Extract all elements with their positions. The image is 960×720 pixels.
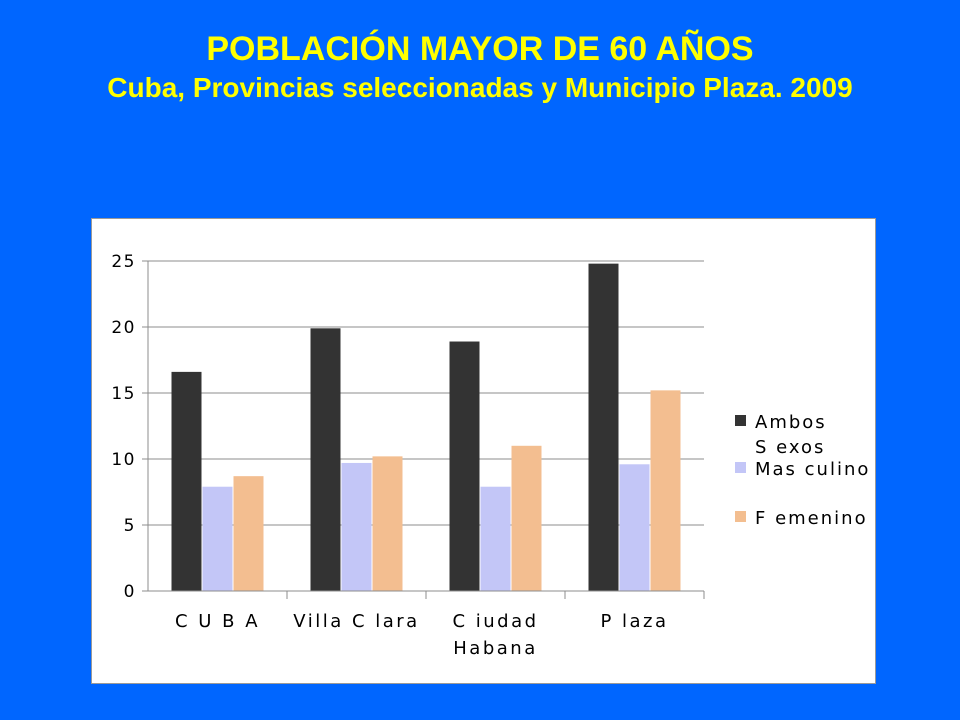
x-category-label: Habana — [453, 638, 537, 659]
y-tick-label: 25 — [111, 252, 136, 272]
legend-label: Mas culino — [755, 459, 870, 480]
bar-masculino — [480, 486, 511, 591]
slide-title: POBLACIÓN MAYOR DE 60 AÑOS — [206, 30, 754, 68]
bar-chart: 0 5 10 15 20 25 C U B A Villa C lara C iudad Haba… — [111, 252, 870, 659]
slide-title-block: POBLACIÓN MAYOR DE 60 AÑOS Cuba, Provinc… — [0, 28, 960, 106]
slide-subtitle: Cuba, Provincias seleccionadas y Municip… — [107, 72, 853, 103]
bar-masculino — [341, 462, 372, 591]
bar-femenino — [372, 456, 403, 591]
y-tick-label: 5 — [124, 516, 136, 536]
x-category-label: C iudad — [452, 611, 538, 632]
bar-ambos-sexos — [449, 341, 480, 591]
bar-femenino — [511, 445, 542, 591]
bar-ambos-sexos — [310, 328, 341, 591]
bar-ambos-sexos — [588, 263, 619, 591]
chart-panel: 0 5 10 15 20 25 C U B A Villa C lara C iudad Haba… — [91, 218, 876, 684]
y-tick-label: 10 — [111, 450, 136, 470]
legend-label: S exos — [755, 437, 825, 458]
x-category-label: C U B A — [175, 611, 260, 632]
bar-ambos-sexos — [171, 371, 202, 591]
bar-femenino — [233, 476, 264, 591]
bar-femenino — [650, 390, 681, 591]
y-tick-label: 20 — [111, 318, 136, 338]
y-tick-label: 15 — [111, 384, 136, 404]
legend-label: Ambos — [755, 412, 827, 433]
y-tick-label: 0 — [124, 582, 136, 602]
x-category-label: Villa C lara — [293, 611, 419, 632]
x-category-label: P laza — [600, 611, 668, 632]
bar-masculino — [202, 486, 233, 591]
bar-masculino — [619, 464, 650, 591]
legend-label: F emenino — [755, 508, 868, 529]
legend-swatch — [735, 462, 746, 473]
legend-swatch — [735, 415, 746, 426]
legend-swatch — [735, 511, 746, 522]
